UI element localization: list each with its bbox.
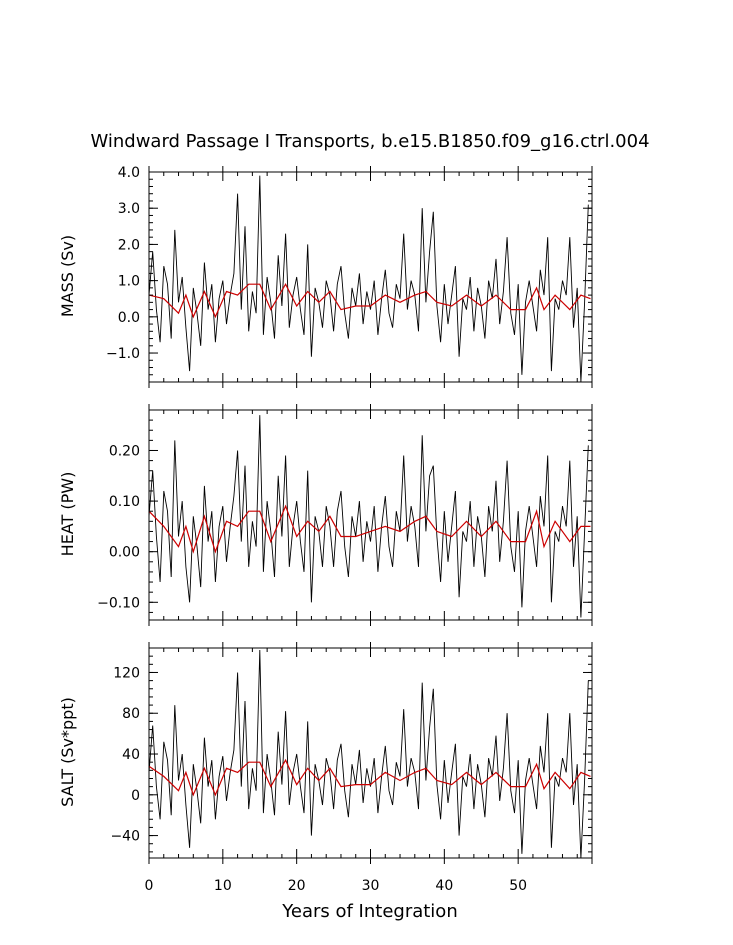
mass-y-axis-label: MASS (Sv): [58, 235, 77, 317]
salt-y-tick-label: −40: [110, 829, 140, 845]
mass-y-tick-label: 2.0: [118, 237, 140, 253]
heat-y-tick-label: −0.10: [97, 595, 140, 611]
salt-y-tick-label: 80: [122, 706, 140, 722]
heat-y-tick-label: 0.20: [109, 443, 140, 459]
x-tick-label: 40: [435, 878, 453, 894]
x-tick-label: 10: [214, 878, 232, 894]
mass-series-raw-line: [149, 176, 588, 382]
x-tick-label: 30: [362, 878, 380, 894]
mass-panel: −1.0 0.0 1.0 2.0 3.0 4.0: [106, 165, 592, 388]
heat-y-tick-label: 0.10: [109, 494, 140, 510]
heat-series-smoothed-line: [149, 506, 591, 552]
mass-y-tick-label: 1.0: [118, 274, 140, 290]
x-axis-label: Years of Integration: [281, 901, 457, 922]
mass-series-smoothed-line: [149, 284, 591, 317]
mass-y-tick-label: 4.0: [118, 165, 140, 181]
salt-series-raw-line: [149, 650, 588, 858]
chart-title: Windward Passage I Transports, b.e15.B18…: [90, 131, 649, 152]
salt-y-tick-label: 120: [113, 665, 140, 681]
heat-series-raw-line: [149, 415, 588, 617]
x-tick-label: 20: [288, 878, 306, 894]
x-tick-label: 50: [509, 878, 527, 894]
salt-series-smoothed-line: [149, 760, 591, 795]
mass-y-tick-label: 3.0: [118, 201, 140, 217]
heat-y-axis-label: HEAT (PW): [58, 472, 77, 557]
heat-y-tick-label: 0.00: [109, 545, 140, 561]
mass-y-tick-label: 0.0: [118, 310, 140, 326]
mass-y-tick-label: −1.0: [106, 346, 140, 362]
salt-y-tick-label: 0: [131, 788, 140, 804]
heat-plot-frame: [149, 410, 592, 620]
salt-panel: −40 0 40 80 120 0 10 20 30 40 50: [110, 642, 592, 894]
salt-plot-frame: [149, 648, 592, 858]
heat-panel: −0.10 0.00 0.10 0.20: [97, 404, 592, 626]
salt-y-axis-label: SALT (Sv*ppt): [58, 697, 77, 807]
mass-plot-frame: [149, 172, 592, 382]
salt-y-tick-label: 40: [122, 747, 140, 763]
x-tick-label: 0: [145, 878, 154, 894]
